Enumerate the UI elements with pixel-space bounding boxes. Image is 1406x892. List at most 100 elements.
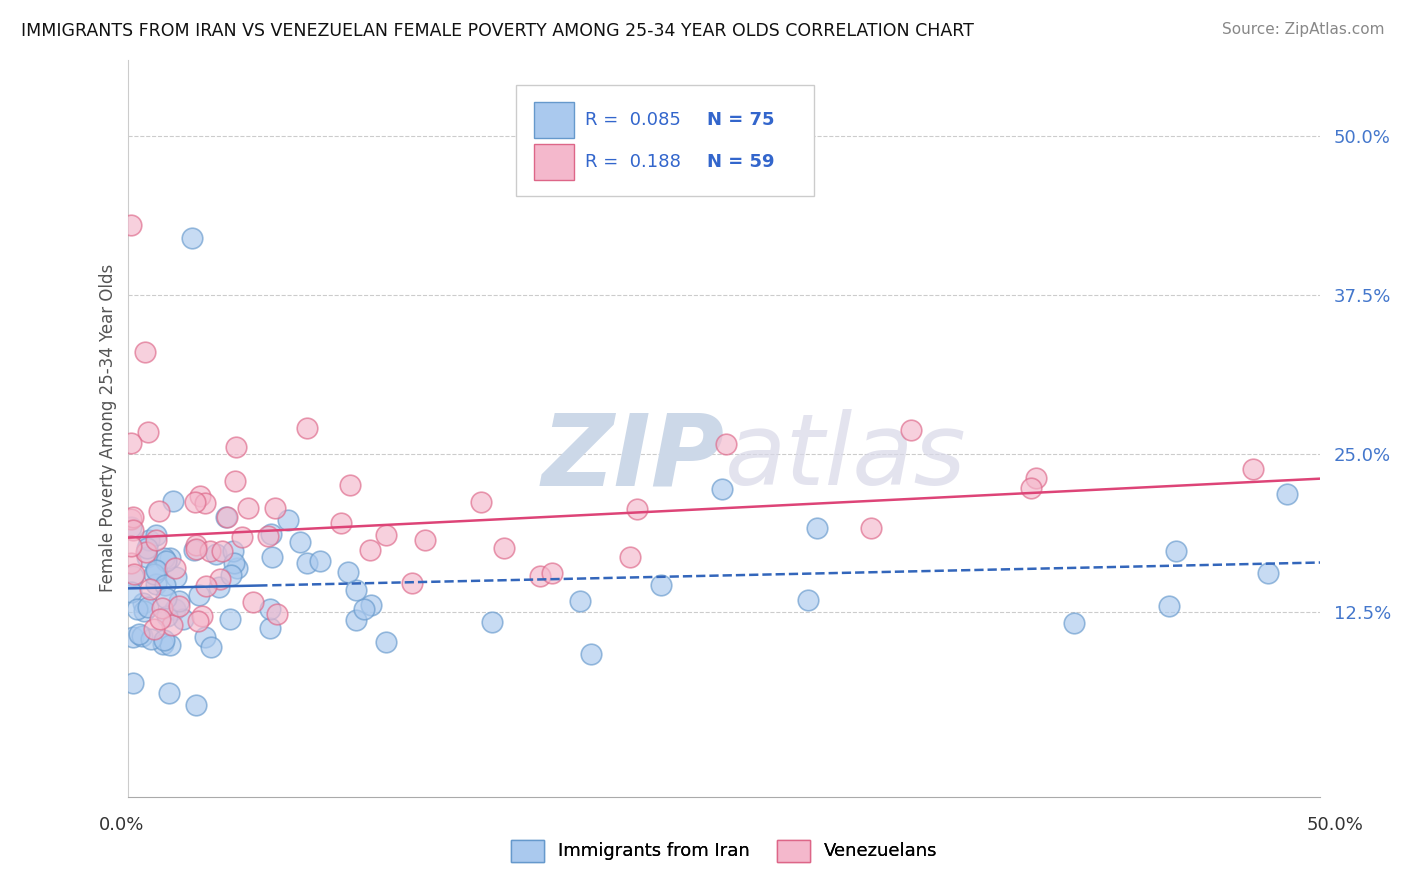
Point — [136, 425, 159, 439]
Point — [716, 437, 738, 451]
Point — [214, 509, 236, 524]
Point — [259, 621, 281, 635]
Point — [121, 568, 143, 582]
Point — [153, 633, 176, 648]
Point — [150, 601, 173, 615]
Point — [260, 549, 283, 564]
Point — [187, 588, 209, 602]
Point — [225, 440, 247, 454]
Point — [619, 549, 641, 564]
Point — [256, 528, 278, 542]
Point — [138, 582, 160, 596]
Point — [132, 604, 155, 618]
Point — [188, 489, 211, 503]
Point — [579, 647, 602, 661]
Point — [194, 579, 217, 593]
Point — [183, 543, 205, 558]
FancyBboxPatch shape — [534, 144, 574, 180]
Point — [155, 554, 177, 568]
Point — [242, 595, 264, 609]
Point — [191, 609, 214, 624]
Point — [266, 607, 288, 621]
Point — [131, 629, 153, 643]
Point — [120, 556, 142, 570]
Point — [211, 544, 233, 558]
Point — [162, 493, 184, 508]
Legend: Immigrants from Iran, Venezuelans: Immigrants from Iran, Venezuelans — [505, 832, 945, 869]
Point — [797, 592, 820, 607]
Point — [145, 528, 167, 542]
Point — [238, 500, 260, 515]
Point — [295, 556, 318, 570]
Point — [122, 630, 145, 644]
Point — [259, 602, 281, 616]
Point — [122, 524, 145, 538]
Text: atlas: atlas — [724, 409, 966, 506]
Point — [481, 615, 503, 629]
Point — [710, 483, 733, 497]
Point — [295, 421, 318, 435]
Point — [569, 594, 592, 608]
Point — [120, 540, 142, 554]
Point — [145, 533, 167, 548]
Point — [157, 686, 180, 700]
Point — [1241, 462, 1264, 476]
Point — [160, 618, 183, 632]
Point — [288, 535, 311, 549]
Point — [167, 594, 190, 608]
Point — [136, 549, 159, 564]
Point — [374, 528, 396, 542]
Text: N = 75: N = 75 — [707, 111, 775, 129]
Point — [200, 640, 222, 654]
Point — [900, 423, 922, 437]
Point — [1257, 566, 1279, 580]
Point — [120, 435, 142, 450]
Point — [165, 570, 187, 584]
Point — [194, 630, 217, 644]
Point — [120, 512, 142, 526]
Y-axis label: Female Poverty Among 25-34 Year Olds: Female Poverty Among 25-34 Year Olds — [100, 264, 117, 592]
Point — [277, 513, 299, 527]
FancyBboxPatch shape — [516, 86, 814, 196]
Point — [260, 527, 283, 541]
Point — [529, 569, 551, 583]
Point — [163, 602, 186, 616]
Point — [650, 577, 672, 591]
Point — [149, 612, 172, 626]
Point — [194, 496, 217, 510]
Point — [186, 698, 208, 713]
Point — [415, 533, 437, 547]
Point — [492, 541, 515, 555]
Point — [224, 557, 246, 571]
Point — [156, 609, 179, 624]
Text: IMMIGRANTS FROM IRAN VS VENEZUELAN FEMALE POVERTY AMONG 25-34 YEAR OLDS CORRELAT: IMMIGRANTS FROM IRAN VS VENEZUELAN FEMAL… — [21, 22, 974, 40]
Point — [120, 585, 142, 599]
Point — [344, 613, 367, 627]
Text: 0.0%: 0.0% — [98, 816, 143, 834]
Point — [148, 503, 170, 517]
Point — [231, 530, 253, 544]
Point — [222, 544, 245, 558]
Point — [219, 612, 242, 626]
Point — [136, 600, 159, 615]
Point — [309, 554, 332, 568]
Point — [224, 474, 246, 488]
Point — [120, 519, 142, 533]
Point — [187, 614, 209, 628]
Point — [138, 533, 160, 548]
Text: N = 59: N = 59 — [707, 153, 775, 171]
FancyBboxPatch shape — [534, 102, 574, 138]
Point — [336, 565, 359, 579]
Point — [120, 218, 142, 232]
Point — [470, 495, 492, 509]
Point — [215, 510, 238, 524]
Point — [121, 510, 143, 524]
Point — [375, 635, 398, 649]
Point — [159, 551, 181, 566]
Point — [360, 598, 382, 612]
Text: 50.0%: 50.0% — [1308, 816, 1364, 834]
Point — [128, 627, 150, 641]
Point — [159, 638, 181, 652]
Point — [806, 521, 828, 535]
Point — [153, 551, 176, 566]
